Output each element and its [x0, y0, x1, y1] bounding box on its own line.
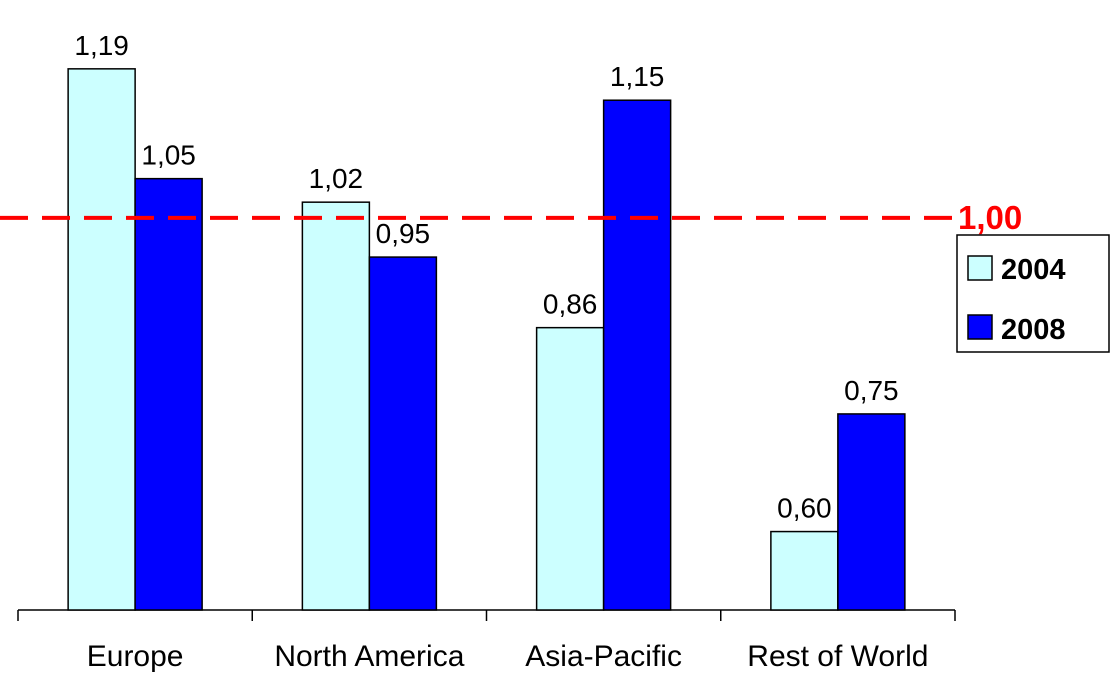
value-label-rest-of-world-2008: 0,75: [844, 375, 899, 406]
category-label-rest-of-world: Rest of World: [747, 640, 928, 673]
legend-label-2004: 2004: [1001, 254, 1066, 286]
legend-swatch-2004: [967, 255, 993, 281]
value-label-rest-of-world-2004: 0,60: [777, 493, 832, 524]
value-label-north-america-2004: 1,02: [309, 163, 364, 194]
bar-north-america-2004: [301, 201, 371, 611]
bar-europe-2004: [67, 68, 136, 611]
category-label-north-america: North America: [274, 640, 464, 673]
bar-north-america-2008: [368, 256, 438, 611]
category-label-europe: Europe: [87, 640, 184, 673]
value-label-asia-pacific-2004: 0,86: [543, 289, 598, 320]
legend-swatch-2008: [967, 314, 993, 340]
category-label-asia-pacific: Asia-Pacific: [525, 640, 682, 673]
bar-rest-of-world-2004: [770, 530, 839, 611]
value-label-europe-2004: 1,19: [74, 30, 129, 61]
bar-rest-of-world-2008: [837, 413, 906, 611]
reference-line-label: 1,00: [958, 199, 1022, 236]
bar-asia-pacific-2008: [602, 99, 672, 611]
value-label-asia-pacific-2008: 1,15: [610, 61, 665, 92]
legend-label-2008: 2008: [1001, 314, 1066, 346]
value-label-north-america-2008: 0,95: [376, 218, 431, 249]
value-label-europe-2008: 1,05: [141, 140, 196, 171]
bar-asia-pacific-2004: [535, 326, 605, 611]
legend: 2004 2008: [956, 234, 1110, 353]
bar-europe-2008: [134, 177, 203, 611]
